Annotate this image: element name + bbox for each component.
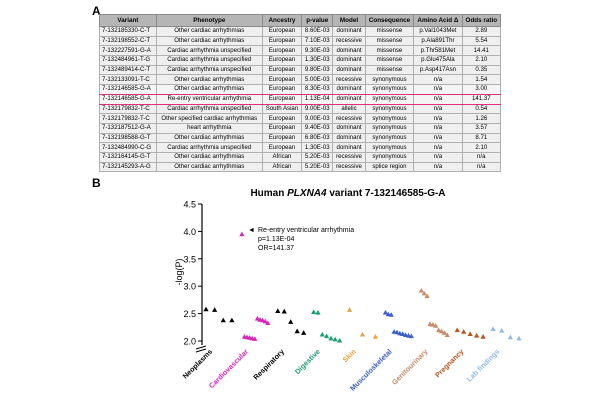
annotation: ◄ Re-entry ventricular arrhythmia p=1.13… [248,227,354,252]
data-point-triangle [461,329,467,334]
y-axis-label: -log(P) [174,258,184,285]
chart-title-suffix: variant 7-132146585-G-A [327,188,446,199]
annotation-phenotype: Re-entry ventricular arrhythmia [258,227,354,234]
y-tick-label: 3.5 [183,254,196,264]
cell-ancestry: African [261,161,303,173]
data-point-triangle [441,330,447,335]
data-point-triangle [480,334,486,339]
data-point-triangle [418,287,424,293]
table-row: 7-132146585-G-A Other cardiac arrhythmias… [99,84,502,95]
column-header-variant: Variant [99,14,157,27]
x-category-label: Respiratory [251,347,286,382]
data-point-triangle [408,333,414,339]
data-point-triangle [252,336,258,341]
table-row: 7-132164145-G-T Other cardiac arrhythmias… [99,151,502,163]
data-point-triangle [430,321,436,327]
column-header-consequence: Consequence [364,14,415,27]
data-point-triangle [265,320,271,325]
chart-title-gene: PLXNA4 [287,188,327,199]
data-point-triangle [372,334,379,339]
data-point-triangle [288,319,294,324]
y-tick-label: 2.0 [183,337,196,347]
data-point-triangle [301,330,307,335]
data-point-triangle [262,318,268,324]
data-point-triangle [438,328,445,334]
data-point-triangle [319,331,325,337]
data-point-triangle [433,323,439,328]
cell-odds-ratio: n/a [461,161,502,173]
data-point-triangle [499,327,505,333]
cell-model: recessive [332,161,366,173]
x-category-label: Genitourinary [390,347,430,387]
data-point-triangle [421,290,427,296]
annotation-odds-ratio: OR=141.37 [258,245,294,252]
data-point-triangle [454,327,460,333]
table-row: 7-132484990-C-G Cardiac arrhythmia unspec… [99,142,502,153]
table-row: 7-132179832-T-C Other specified cardiac a… [99,113,502,124]
table-body: 7-132185330-C-T Other cardiac arrhythmias… [99,26,502,173]
data-point-triangle [507,334,513,340]
data-point-triangle [328,335,334,341]
y-tick-label: 4.0 [183,227,196,237]
data-point-triangle [516,335,522,341]
data-point-triangle [332,336,338,342]
column-header-amino-acid: Amino Acid Δ [413,14,463,27]
data-point-triangle [324,333,330,339]
y-tick-label: 3.0 [183,282,196,292]
table-row: 7-132145293-A-G Other cardiac arrhythmias… [99,161,502,173]
data-point-triangle [435,327,442,333]
data-point-triangle [239,231,245,237]
chart-title-prefix: Human [250,188,287,199]
column-header-odds-ratio: Odds ratio [461,14,502,27]
table-header-row: Variant Phenotype Ancestry p-value Model Cons… [99,14,502,27]
data-point-triangle [294,328,300,334]
data-points [203,231,522,343]
axes: 2.0 2.5 3.0 3.5 4.0 4.5 [183,200,207,353]
data-point-triangle [359,331,366,337]
x-category-label: Pregnancy [433,347,465,379]
axis-break-mark [195,345,207,350]
data-point-triangle [444,332,450,338]
data-point-triangle [388,312,394,317]
column-header-phenotype: Phenotype [155,14,263,27]
table-row: 7-132133091-T-C Other cardiac arrhythmias… [99,74,502,86]
data-point-triangle [336,337,343,343]
table-row: 7-132187512-G-A heart arrhythmia European 9… [99,122,502,134]
table-row: 7-132484961-T-G Cardiac arrhythmia unspec… [99,55,502,66]
panel-b-label: B [92,176,101,190]
data-point-triangle [229,317,235,323]
data-point-triangle [346,307,353,312]
y-tick-label: 2.5 [183,309,196,319]
x-category-label: Lab findings [465,347,502,384]
data-point-triangle [203,306,209,312]
data-point-triangle [275,308,281,313]
data-point-triangle [212,307,218,312]
data-point-triangle [400,331,406,336]
variant-table: Variant Phenotype Ancestry p-value Model Cons… [99,14,502,173]
column-header-model: Model [332,14,366,27]
data-point-triangle [474,332,480,338]
data-point-triangle [311,309,317,315]
data-point-triangle [490,326,496,332]
data-point-triangle [315,309,321,315]
chart-title: Human PLXNA4 variant 7-132146585-G-A [250,188,445,199]
annotation-pvalue: p=1.13E-04 [258,236,294,243]
data-point-triangle [467,331,473,336]
axis-break-mark [195,348,207,353]
table-row: 7-132146585-G-A Re-entry ventricular arrh… [99,93,502,105]
x-category-label: Digestive [293,347,322,376]
data-point-triangle [382,309,389,315]
x-category-label: Skin [341,347,358,364]
data-point-triangle [424,293,430,299]
annotation-arrow: ◄ [248,227,255,234]
panel-a-label: A [92,4,101,18]
table-row: 7-132185330-C-T Other cardiac arrhythmias… [99,26,502,37]
data-point-triangle [220,317,226,323]
data-point-triangle [281,308,287,314]
y-tick-label: 4.5 [183,200,196,210]
column-header-ancestry: Ancestry [261,14,303,27]
data-point-triangle [394,329,400,335]
